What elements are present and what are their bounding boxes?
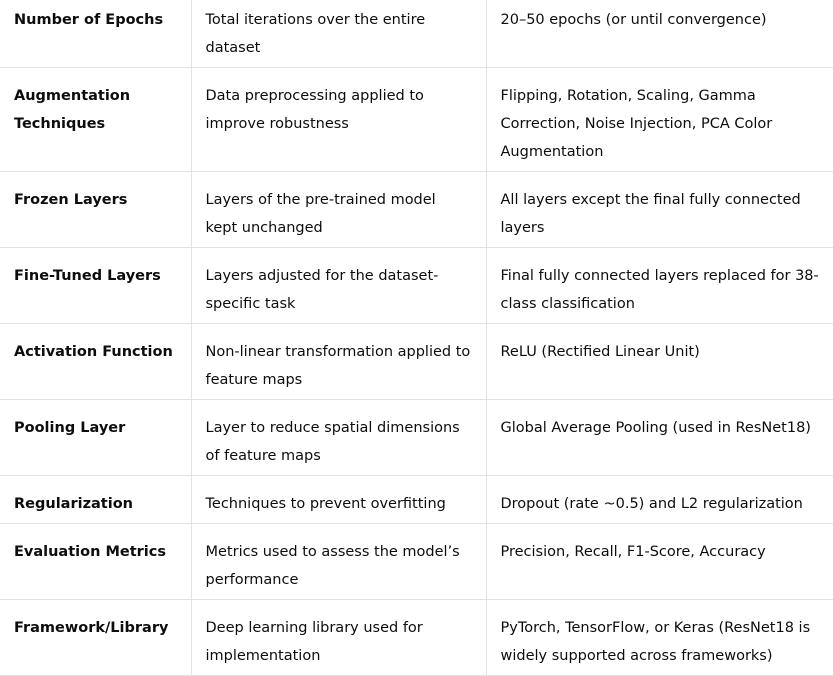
value-cell: 20–50 epochs (or until convergence)	[485, 0, 833, 68]
description-cell: Layer to reduce spatial dimensions of fe…	[190, 399, 486, 476]
table-row: Activation Function Non-linear transform…	[0, 323, 833, 400]
description-cell: Layers of the pre-trained model kept unc…	[190, 171, 486, 248]
parameter-cell: Number of Epochs	[0, 0, 191, 68]
description-cell: Deep learning library used for implement…	[190, 599, 486, 676]
table-row: Framework/Library Deep learning library …	[0, 599, 833, 676]
parameter-cell: Pooling Layer	[0, 399, 191, 476]
description-cell: Non-linear transformation applied to fea…	[190, 323, 486, 400]
table-row: Pooling Layer Layer to reduce spatial di…	[0, 399, 833, 476]
table-row: Fine-Tuned Layers Layers adjusted for th…	[0, 247, 833, 324]
value-cell: Flipping, Rotation, Scaling, Gamma Corre…	[485, 67, 833, 172]
table-row: Frozen Layers Layers of the pre-trained …	[0, 171, 833, 248]
value-cell: Global Average Pooling (used in ResNet18…	[485, 399, 833, 476]
value-cell: Precision, Recall, F1-Score, Accuracy	[485, 523, 833, 600]
table-row: Regularization Techniques to prevent ove…	[0, 475, 833, 524]
description-cell: Data preprocessing applied to improve ro…	[190, 67, 486, 172]
description-cell: Total iterations over the entire dataset	[190, 0, 486, 68]
value-cell: ReLU (Rectified Linear Unit)	[485, 323, 833, 400]
parameter-cell: Augmentation Techniques	[0, 67, 191, 172]
parameter-cell: Activation Function	[0, 323, 191, 400]
table-row: Evaluation Metrics Metrics used to asses…	[0, 523, 833, 600]
parameter-cell: Fine-Tuned Layers	[0, 247, 191, 324]
parameter-cell: Evaluation Metrics	[0, 523, 191, 600]
parameter-cell: Frozen Layers	[0, 171, 191, 248]
description-cell: Techniques to prevent overfitting	[190, 475, 486, 524]
table-row: Number of Epochs Total iterations over t…	[0, 0, 833, 68]
parameter-cell: Regularization	[0, 475, 191, 524]
parameter-cell: Framework/Library	[0, 599, 191, 676]
description-cell: Layers adjusted for the dataset-specific…	[190, 247, 486, 324]
value-cell: PyTorch, TensorFlow, or Keras (ResNet18 …	[485, 599, 833, 676]
value-cell: Final fully connected layers replaced fo…	[485, 247, 833, 324]
value-cell: Dropout (rate ~0.5) and L2 regularizatio…	[485, 475, 833, 524]
value-cell: All layers except the final fully connec…	[485, 171, 833, 248]
description-cell: Metrics used to assess the model’s perfo…	[190, 523, 486, 600]
table-row: Augmentation Techniques Data preprocessi…	[0, 67, 833, 172]
